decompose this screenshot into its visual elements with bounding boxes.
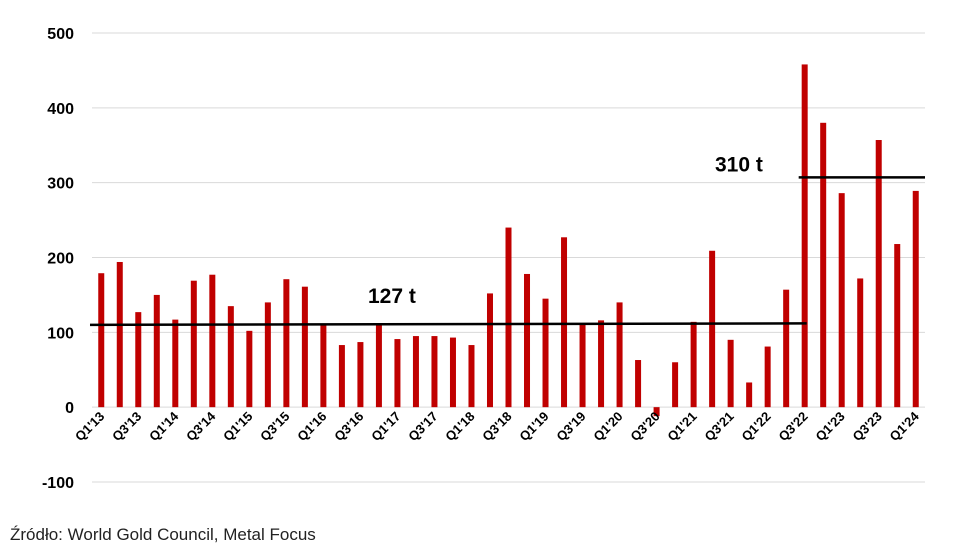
bar: [542, 298, 549, 408]
bar: [616, 302, 623, 408]
x-tick-label: Q1'22: [738, 409, 773, 444]
bar: [598, 320, 605, 408]
x-tick-label: Q1'15: [220, 409, 255, 444]
x-tick-label: Q1'23: [813, 409, 848, 444]
x-tick-label: Q1'19: [516, 409, 551, 444]
x-tick-label: Q1'17: [368, 409, 403, 444]
bar: [394, 339, 401, 408]
reference-lines: 127 t 310 t: [89, 153, 925, 327]
bar: [727, 339, 734, 408]
y-tick-label: 200: [47, 251, 74, 268]
bar: [135, 312, 142, 408]
bar: [912, 190, 919, 408]
x-tick-label: Q1'14: [146, 408, 182, 444]
y-tick-label: 0: [65, 400, 74, 417]
bar: [301, 286, 308, 408]
bar: [153, 294, 160, 408]
x-tick-label: Q1'13: [72, 409, 107, 444]
bar: [283, 279, 290, 408]
x-tick-label: Q1'16: [294, 409, 329, 444]
y-tick-label: 500: [47, 26, 74, 43]
bar: [375, 324, 382, 408]
bar: [561, 237, 568, 408]
bar: [709, 250, 716, 408]
bar: [820, 122, 827, 408]
y-tick-label: 100: [47, 325, 74, 342]
x-tick-label: Q3'16: [331, 409, 366, 444]
x-tick-label: Q3'19: [553, 409, 588, 444]
bar: [672, 362, 679, 408]
y-tick-label: -100: [42, 475, 74, 492]
bar: [98, 273, 105, 408]
bar: [320, 324, 327, 408]
bar: [172, 319, 179, 408]
bar: [468, 345, 475, 408]
y-tick-label: 400: [47, 101, 74, 118]
x-tick-label: Q1'18: [442, 409, 477, 444]
bar: [875, 140, 882, 408]
bar: [338, 345, 345, 408]
bar: [746, 382, 753, 408]
bar: [838, 193, 845, 408]
bar: [486, 293, 493, 408]
bar: [412, 336, 419, 408]
bar: [227, 306, 234, 408]
bar: [357, 342, 364, 408]
bar: [801, 64, 808, 408]
bar: [505, 227, 512, 408]
bar: [690, 321, 697, 408]
bar: [783, 289, 790, 408]
bar: [764, 346, 771, 408]
reference-line-label: 127 t: [368, 285, 416, 308]
bar: [116, 261, 123, 408]
bar: [579, 323, 586, 408]
bar: [635, 360, 642, 408]
reference-line: [89, 322, 807, 327]
bar: [857, 278, 864, 408]
bar: [209, 274, 216, 408]
bar: [524, 273, 531, 408]
bar: [264, 302, 271, 408]
x-tick-label: Q3'13: [109, 409, 144, 444]
x-tick-label: Q3'17: [405, 409, 440, 444]
bars: [98, 64, 919, 417]
bar: [653, 407, 660, 417]
bar: [449, 337, 456, 408]
y-tick-label: 300: [47, 176, 74, 193]
x-tick-label: Q1'24: [887, 408, 923, 444]
reference-line-label: 310 t: [715, 153, 763, 176]
x-tick-label: Q3'21: [701, 409, 736, 444]
x-tick-label: Q1'21: [664, 409, 699, 444]
bar: [190, 280, 197, 408]
bar: [246, 330, 253, 408]
x-tick-label: Q1'20: [590, 409, 625, 444]
x-tick-label: Q3'22: [776, 409, 811, 444]
x-tick-label: Q3'18: [479, 409, 514, 444]
bar: [431, 336, 438, 408]
source-note: Źródło: World Gold Council, Metal Focus: [10, 525, 316, 544]
y-axis-tick-labels: -100 0 100 200 300 400 500: [42, 26, 74, 492]
x-tick-label: Q3'23: [850, 409, 885, 444]
bar: [894, 244, 901, 408]
x-tick-label: Q3'15: [257, 409, 292, 444]
x-axis-tick-labels: Q1'13 Q3'13 Q1'14 Q3'14 Q1'15 Q3'15 Q1'16 Q3'16…: [72, 408, 922, 444]
x-tick-label: Q3'14: [183, 408, 219, 444]
